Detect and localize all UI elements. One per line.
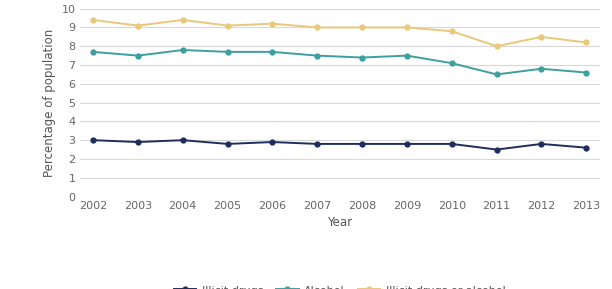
Y-axis label: Percentage of population: Percentage of population <box>43 29 56 177</box>
X-axis label: Year: Year <box>327 216 353 229</box>
Legend: Illicit drugs, Alcohol, Illicit drugs or alcohol: Illicit drugs, Alcohol, Illicit drugs or… <box>170 281 510 289</box>
